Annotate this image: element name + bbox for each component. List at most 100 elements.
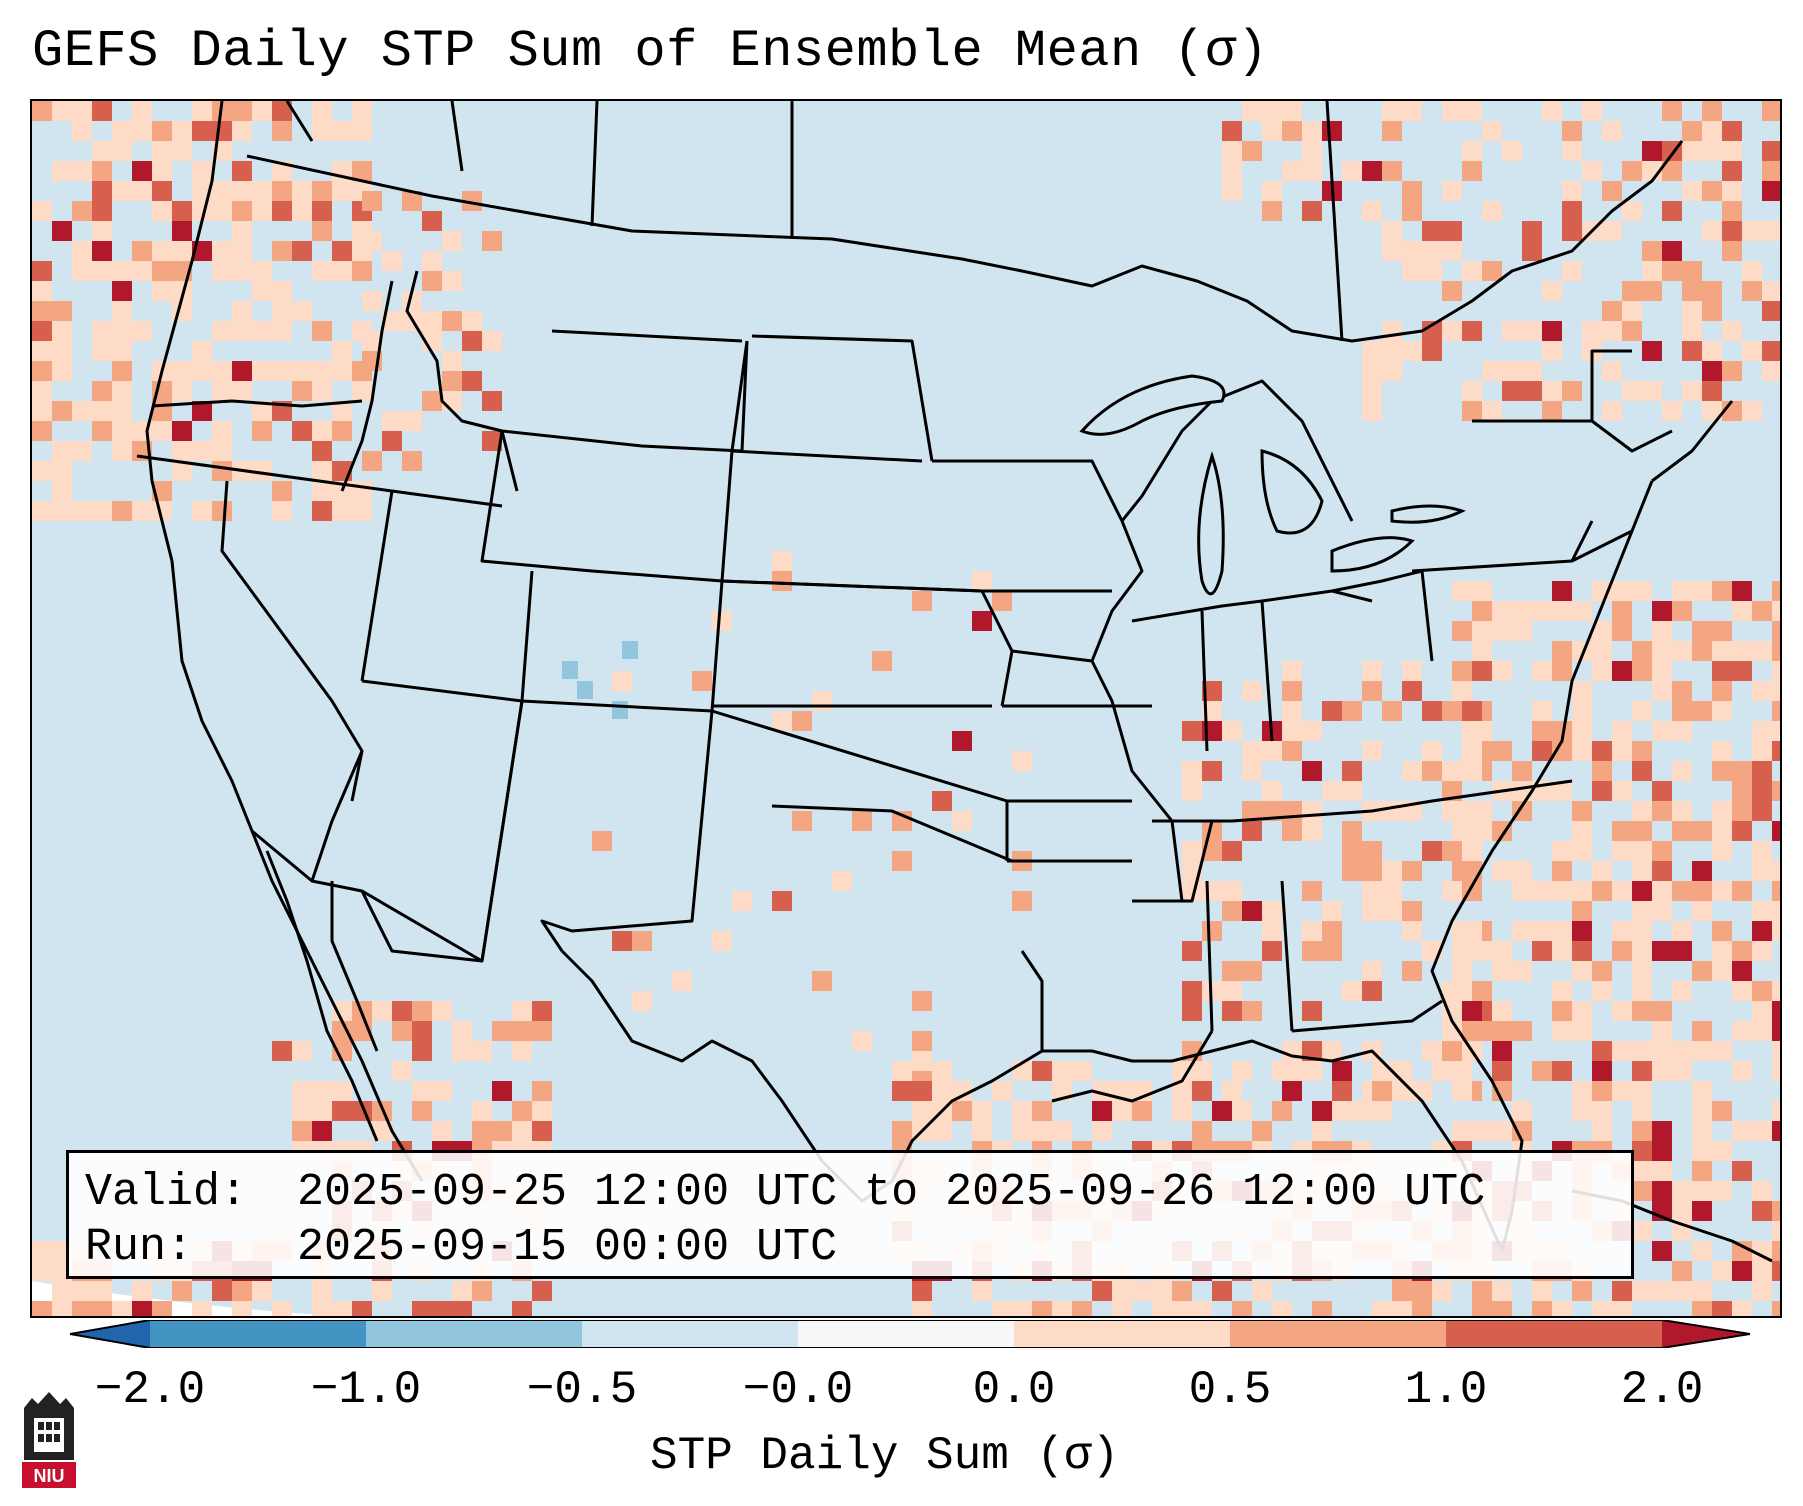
anomaly-cell bbox=[272, 281, 292, 301]
anomaly-cell bbox=[1572, 921, 1592, 941]
anomaly-cell bbox=[1382, 161, 1402, 181]
anomaly-cell bbox=[1632, 841, 1652, 861]
anomaly-cell bbox=[402, 191, 422, 211]
anomaly-cell bbox=[1632, 661, 1652, 681]
anomaly-cell bbox=[432, 1001, 452, 1021]
anomaly-cell bbox=[1572, 1021, 1592, 1041]
anomaly-cell bbox=[1652, 641, 1672, 661]
anomaly-cell bbox=[362, 291, 382, 311]
anomaly-cell bbox=[1472, 661, 1492, 681]
anomaly-cell bbox=[772, 711, 792, 731]
anomaly-cell bbox=[412, 1041, 432, 1061]
anomaly-cell bbox=[1702, 281, 1722, 301]
anomaly-cell bbox=[532, 1101, 552, 1121]
anomaly-cell bbox=[272, 1041, 292, 1061]
anomaly-cell bbox=[1732, 941, 1752, 961]
anomaly-cell bbox=[72, 401, 92, 421]
anomaly-cell bbox=[1762, 161, 1780, 181]
gulf-coast bbox=[1042, 1039, 1504, 1252]
anomaly-cell bbox=[1182, 941, 1202, 961]
anomaly-cell bbox=[252, 101, 272, 121]
anomaly-cell bbox=[1592, 1061, 1612, 1081]
anomaly-cell bbox=[1632, 1041, 1652, 1061]
anomaly-cell bbox=[532, 1281, 552, 1301]
anomaly-cell bbox=[1732, 821, 1752, 841]
anomaly-cell bbox=[1772, 581, 1780, 601]
anomaly-cell bbox=[1732, 881, 1752, 901]
anomaly-cell bbox=[912, 1101, 932, 1121]
anomaly-cell bbox=[932, 1121, 952, 1141]
anomaly-cell bbox=[212, 121, 232, 141]
anomaly-cell bbox=[232, 181, 252, 201]
anomaly-cell bbox=[1702, 361, 1722, 381]
anomaly-cell bbox=[32, 341, 52, 361]
anomaly-cell bbox=[432, 1121, 452, 1141]
anomaly-cell bbox=[612, 931, 632, 951]
anomaly-cell bbox=[1262, 121, 1282, 141]
anomaly-cell bbox=[232, 241, 252, 261]
anomaly-cell bbox=[1692, 1241, 1712, 1261]
baja-coast bbox=[265, 850, 379, 1142]
run-value: 2025-09-15 00:00 UTC bbox=[297, 1222, 838, 1273]
anomaly-cell bbox=[1132, 1101, 1152, 1121]
niu-logo: NIU bbox=[22, 1392, 76, 1488]
anomaly-cell bbox=[772, 891, 792, 911]
anomaly-cell bbox=[1592, 1101, 1612, 1121]
anomaly-cell bbox=[312, 361, 332, 381]
anomaly-cell bbox=[932, 1081, 952, 1101]
anomaly-cell bbox=[1712, 641, 1732, 661]
wa-or-border bbox=[151, 399, 363, 408]
anomaly-cell bbox=[972, 611, 992, 631]
anomaly-cell bbox=[172, 361, 192, 381]
anomaly-cell bbox=[452, 1301, 472, 1316]
anomaly-cell bbox=[1612, 1001, 1632, 1021]
anomaly-cell bbox=[252, 461, 272, 481]
anomaly-cell bbox=[1612, 1081, 1632, 1101]
anomaly-cell bbox=[292, 421, 312, 441]
anomaly-cell bbox=[1632, 1001, 1652, 1021]
anomaly-cell bbox=[1522, 321, 1542, 341]
anomaly-cell bbox=[152, 421, 172, 441]
anomaly-cell bbox=[372, 1281, 392, 1301]
anomaly-cell bbox=[132, 501, 152, 521]
anomaly-cell bbox=[432, 1081, 452, 1101]
anomaly-cell bbox=[332, 501, 352, 521]
anomaly-cell bbox=[1572, 721, 1592, 741]
ca-nv-border bbox=[220, 480, 364, 802]
anomaly-cell bbox=[1692, 1081, 1712, 1101]
anomaly-cell bbox=[1222, 1081, 1242, 1101]
anomaly-cell bbox=[1602, 321, 1622, 341]
anomaly-cell bbox=[1362, 881, 1382, 901]
anomaly-cell bbox=[1692, 641, 1712, 661]
anomaly-cell bbox=[32, 1301, 52, 1316]
anomaly-cell bbox=[32, 1261, 52, 1281]
valid-label: Valid: bbox=[85, 1167, 248, 1218]
anomaly-cell bbox=[172, 121, 192, 141]
anomaly-cell bbox=[1232, 1301, 1252, 1316]
anomaly-cell bbox=[1202, 761, 1222, 781]
anomaly-cell bbox=[1552, 841, 1572, 861]
nm-tx-line bbox=[540, 710, 714, 952]
lake-ontario bbox=[1390, 504, 1466, 524]
anomaly-cell bbox=[332, 1001, 352, 1021]
anomaly-cell bbox=[472, 1101, 492, 1121]
anomaly-cell bbox=[312, 1121, 332, 1141]
anomaly-cell bbox=[72, 1281, 92, 1301]
canada-border bbox=[246, 140, 1684, 343]
anomaly-cell bbox=[1332, 1101, 1352, 1121]
anomaly-cell bbox=[1492, 621, 1512, 641]
anomaly-cell bbox=[1752, 1021, 1772, 1041]
anomaly-cell bbox=[1092, 1121, 1112, 1141]
anomaly-cell bbox=[92, 321, 112, 341]
anomaly-cell bbox=[452, 1021, 472, 1041]
anomaly-cell bbox=[1282, 821, 1302, 841]
lake-superior bbox=[1079, 374, 1226, 436]
anomaly-cell bbox=[1592, 1041, 1612, 1061]
anomaly-cell bbox=[52, 1301, 72, 1316]
anomaly-cell bbox=[1692, 1281, 1712, 1301]
anomaly-cell bbox=[1522, 361, 1542, 381]
anomaly-cell bbox=[1632, 1121, 1652, 1141]
anomaly-cell bbox=[1492, 1301, 1512, 1316]
anomaly-cell bbox=[692, 671, 712, 691]
anomaly-cell bbox=[332, 361, 352, 381]
